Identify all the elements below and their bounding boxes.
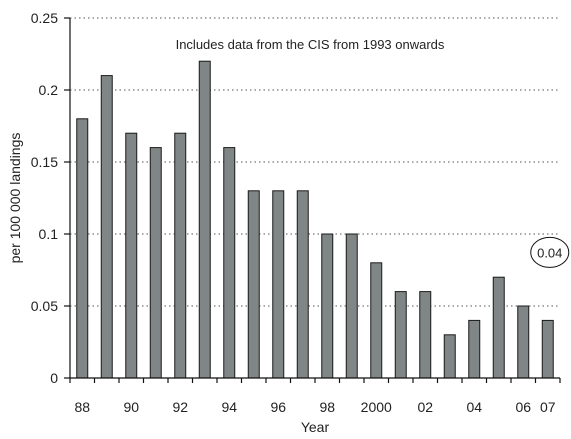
- x-tick-label: 88: [74, 399, 90, 415]
- y-tick-label: 0.2: [39, 82, 59, 98]
- y-tick-label: 0.15: [31, 154, 58, 170]
- bar-1993: [198, 60, 211, 379]
- bar-1996: [272, 190, 285, 379]
- bar-2002: [419, 291, 432, 379]
- bar-2007: [541, 319, 554, 379]
- x-tick-label: 98: [319, 399, 335, 415]
- bar-1992: [174, 132, 187, 379]
- x-tick-label: 06: [515, 399, 531, 415]
- bar-2004: [468, 319, 481, 379]
- bar-1988: [76, 118, 89, 379]
- y-tick-label: 0.1: [39, 226, 59, 242]
- bar-2000: [370, 262, 383, 379]
- y-axis-title: per 100 000 landings: [7, 133, 23, 264]
- x-tick-label: 94: [221, 399, 237, 415]
- x-tick-label: 92: [172, 399, 188, 415]
- y-tick-label: 0.25: [31, 10, 58, 26]
- chart-annotation-note: Includes data from the CIS from 1993 onw…: [176, 37, 445, 52]
- y-tick-label: 0: [50, 370, 58, 386]
- bar-1998: [321, 233, 334, 379]
- bar-1991: [149, 147, 162, 379]
- x-tick-label: 04: [466, 399, 482, 415]
- bar-1999: [345, 233, 358, 379]
- bar-1995: [247, 190, 260, 379]
- y-tick-label: 0.05: [31, 298, 58, 314]
- bar-2006: [517, 305, 530, 379]
- bar-1994: [223, 147, 236, 379]
- annotation-circled-value: 0.04: [537, 245, 562, 260]
- annotation-circle: [530, 236, 570, 268]
- x-tick-label: 02: [417, 399, 433, 415]
- bar-1989: [100, 75, 113, 379]
- bar-1997: [296, 190, 309, 379]
- bar-2005: [492, 276, 505, 379]
- x-tick-label: 07: [540, 399, 556, 415]
- x-tick-label: 96: [270, 399, 286, 415]
- bar-1990: [125, 132, 138, 379]
- x-tick-label: 90: [123, 399, 139, 415]
- x-axis-title: Year: [301, 419, 330, 434]
- x-tick-label: 2000: [361, 399, 392, 415]
- bar-2003: [443, 334, 456, 379]
- bar-2001: [394, 291, 407, 379]
